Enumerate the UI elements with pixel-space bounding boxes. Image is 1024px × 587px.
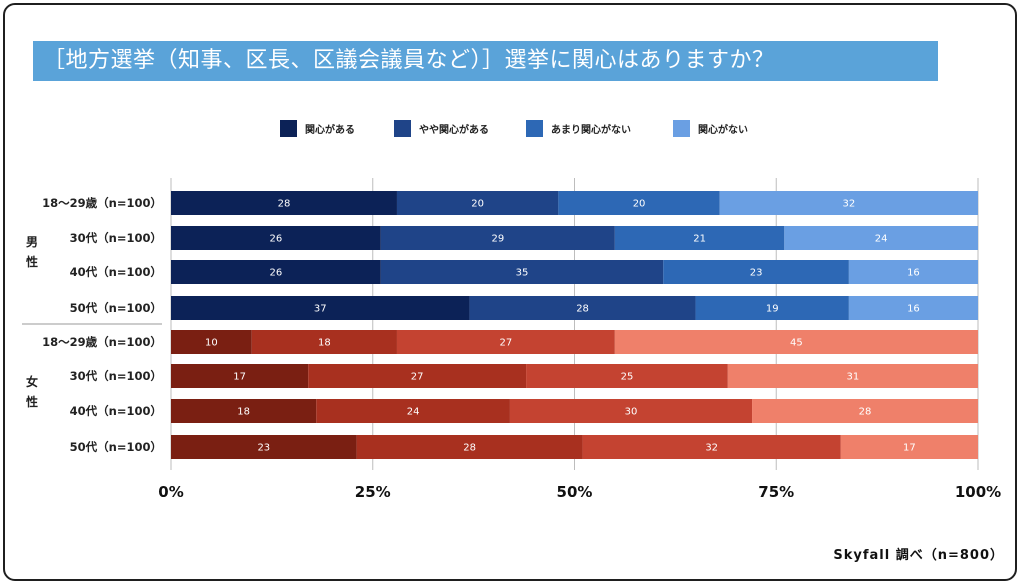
data-label: 28 <box>463 443 476 454</box>
data-label: 24 <box>407 407 420 418</box>
data-label: 29 <box>491 234 504 245</box>
data-label: 21 <box>693 234 706 245</box>
bar-g1-r1-s3 <box>727 364 978 388</box>
bar-g0-r2-s1 <box>380 260 664 284</box>
bar-g0-r3-s0 <box>171 296 470 320</box>
bar-g1-r1-s1 <box>308 364 527 388</box>
data-label: 30 <box>625 407 638 418</box>
data-label: 18 <box>318 338 331 349</box>
legend: 関心がある やや関心がある あまり関心がない 関心がない <box>0 118 1024 138</box>
data-label: 31 <box>847 372 860 383</box>
row-label: 18〜29歳（n=100） <box>42 335 162 349</box>
data-label: 17 <box>233 372 246 383</box>
data-label: 27 <box>411 372 424 383</box>
data-label: 10 <box>205 338 218 349</box>
bar-g1-r0-s0 <box>171 330 252 354</box>
bar-g1-r3-s3 <box>840 435 978 459</box>
bar-g0-r0-s3 <box>719 191 978 215</box>
bar-g1-r3-s1 <box>356 435 583 459</box>
legend-swatch-3 <box>673 119 690 137</box>
legend-label-1: やや関心がある <box>419 124 489 136</box>
source-note: Skyfall 調べ（n=800） <box>833 548 1004 563</box>
bar-g0-r1-s0 <box>171 226 381 250</box>
data-label: 37 <box>314 304 327 315</box>
x-tick-label: 100% <box>955 483 1001 501</box>
group-label-char: 女 <box>26 374 38 389</box>
bar-g0-r1-s1 <box>380 226 615 250</box>
legend-item-3: 関心がない <box>673 118 748 138</box>
data-label: 25 <box>621 372 634 383</box>
row-label: 40代（n=100） <box>70 404 162 418</box>
data-label: 16 <box>907 268 920 279</box>
x-tick-label: 50% <box>557 483 593 501</box>
bar-g1-r0-s2 <box>396 330 615 354</box>
bar-g0-r1-s2 <box>614 226 785 250</box>
legend-item-2: あまり関心がない <box>526 118 631 138</box>
data-label: 28 <box>576 304 589 315</box>
bar-g1-r2-s3 <box>752 399 978 423</box>
data-label: 28 <box>859 407 872 418</box>
data-label: 23 <box>257 443 270 454</box>
row-label: 50代（n=100） <box>70 301 162 315</box>
legend-swatch-1 <box>394 119 411 137</box>
bar-g1-r1-s2 <box>526 364 728 388</box>
bar-g1-r1-s0 <box>171 364 309 388</box>
legend-item-0: 関心がある <box>280 118 355 138</box>
row-label: 30代（n=100） <box>70 231 162 245</box>
bar-g0-r0-s0 <box>171 191 397 215</box>
bar-g1-r2-s2 <box>509 399 753 423</box>
bar-g1-r0-s3 <box>614 330 978 354</box>
data-label: 19 <box>766 304 779 315</box>
bar-g0-r2-s0 <box>171 260 381 284</box>
legend-swatch-0 <box>280 119 297 137</box>
data-label: 26 <box>270 268 283 279</box>
legend-swatch-2 <box>526 119 543 137</box>
data-label: 16 <box>907 304 920 315</box>
legend-label-0: 関心がある <box>305 124 355 136</box>
bar-g1-r3-s2 <box>582 435 841 459</box>
bar-g0-r3-s1 <box>469 296 696 320</box>
bar-g0-r3-s2 <box>695 296 849 320</box>
data-label: 24 <box>875 234 888 245</box>
data-label: 28 <box>278 199 291 210</box>
x-tick-label: 75% <box>758 483 794 501</box>
group-label-char: 男 <box>26 235 38 249</box>
group-label-char: 性 <box>25 254 38 269</box>
row-label: 40代（n=100） <box>70 265 162 279</box>
bar-g0-r3-s3 <box>848 296 978 320</box>
bar-g0-r0-s1 <box>396 191 559 215</box>
data-label: 23 <box>750 268 763 279</box>
data-label: 20 <box>471 199 484 210</box>
group-label-char: 性 <box>25 394 38 409</box>
bar-g1-r2-s1 <box>316 399 510 423</box>
row-label: 50代（n=100） <box>70 440 162 454</box>
row-label: 30代（n=100） <box>70 369 162 383</box>
x-tick-label: 25% <box>355 483 391 501</box>
bar-g1-r0-s1 <box>251 330 397 354</box>
data-label: 18 <box>237 407 250 418</box>
legend-item-1: やや関心がある <box>394 118 489 138</box>
data-label: 35 <box>516 268 529 279</box>
chart-title: ［地方選挙（知事、区長、区議会議員など）］選挙に関心はありますか？ <box>43 48 775 73</box>
row-label: 18〜29歳（n=100） <box>42 196 162 210</box>
bar-g0-r2-s2 <box>663 260 849 284</box>
title-banner: ［地方選挙（知事、区長、区議会議員など）］選挙に関心はありますか？ <box>33 41 938 81</box>
data-label: 32 <box>705 443 718 454</box>
chart-frame <box>3 3 1017 581</box>
data-label: 32 <box>843 199 856 210</box>
data-label: 17 <box>903 443 916 454</box>
data-label: 45 <box>790 338 803 349</box>
bar-g1-r3-s0 <box>171 435 357 459</box>
data-label: 27 <box>500 338 513 349</box>
bar-g0-r0-s2 <box>558 191 720 215</box>
bar-g0-r1-s3 <box>784 226 978 250</box>
data-label: 26 <box>270 234 283 245</box>
bar-g1-r2-s0 <box>171 399 317 423</box>
legend-label-3: 関心がない <box>698 124 748 136</box>
data-label: 20 <box>633 199 646 210</box>
x-tick-label: 0% <box>158 483 183 501</box>
bar-g0-r2-s3 <box>848 260 978 284</box>
legend-label-2: あまり関心がない <box>551 124 631 136</box>
